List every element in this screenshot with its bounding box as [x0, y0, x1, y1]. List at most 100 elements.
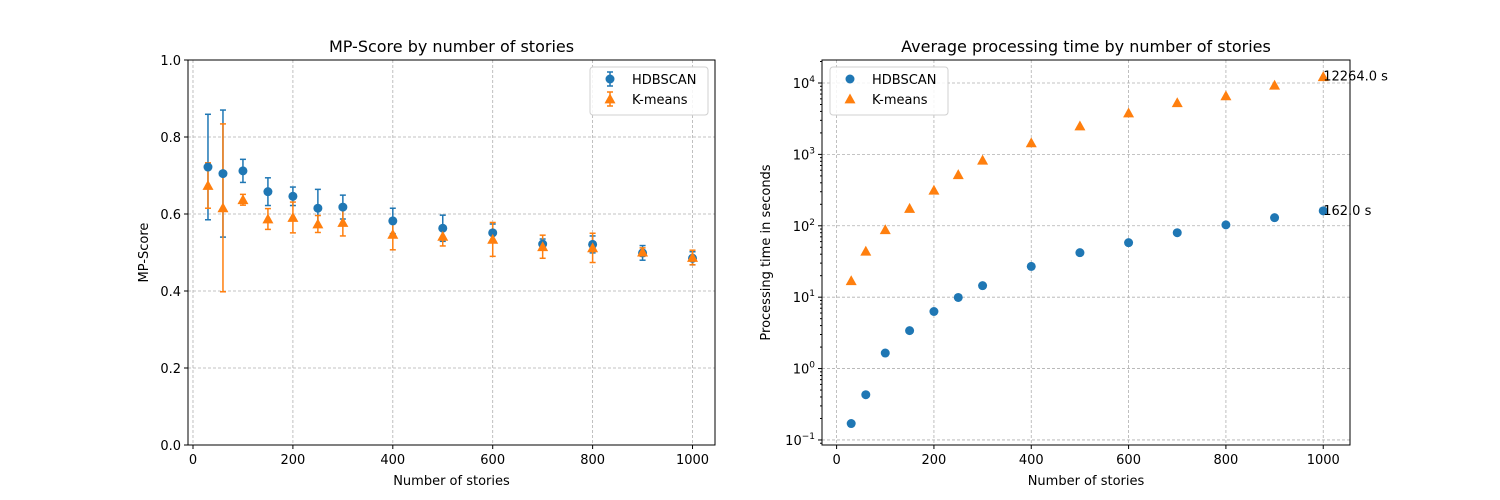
data-point-k-means	[637, 246, 649, 257]
x-axis-label: Number of stories	[393, 474, 510, 489]
data-point-hdbscan	[861, 390, 871, 400]
data-point-hdbscan	[438, 223, 448, 233]
y-tick-label: 1.0	[160, 54, 181, 69]
data-point-hdbscan	[1318, 206, 1328, 216]
x-axis-label: Number of stories	[1028, 474, 1145, 489]
data-point-k-means	[1171, 97, 1183, 108]
y-axis-label: MP-Score	[137, 223, 152, 283]
data-point-k-means	[845, 275, 857, 286]
legend-marker	[604, 93, 616, 104]
y-tick-base: 10	[793, 363, 810, 378]
data-point-k-means	[287, 211, 299, 222]
y-tick-label: 0.6	[160, 208, 181, 223]
data-point-k-means	[387, 228, 399, 239]
x-tick-label: 600	[480, 453, 505, 468]
data-point-k-means	[1269, 79, 1281, 90]
data-point-k-means	[337, 216, 349, 227]
y-tick-exponent: 3	[809, 146, 815, 156]
data-point-hdbscan	[338, 202, 348, 212]
x-tick-label: 800	[1213, 453, 1238, 468]
data-point-k-means	[1220, 90, 1232, 101]
y-tick-label: 0.4	[160, 285, 181, 300]
y-tick-base: 10	[793, 220, 810, 235]
y-tick-label: 102	[793, 218, 815, 235]
y-tick-base: 10	[793, 148, 810, 163]
data-point-k-means	[860, 245, 872, 256]
data-point-hdbscan	[218, 169, 228, 179]
data-point-k-means	[952, 169, 964, 180]
data-point-k-means	[487, 233, 499, 244]
data-point-hdbscan	[388, 216, 398, 226]
y-tick-label: 103	[793, 146, 815, 163]
data-point-k-means	[237, 194, 249, 205]
data-point-hdbscan	[488, 228, 498, 238]
y-tick-base: 10	[793, 291, 810, 306]
data-point-hdbscan	[880, 348, 890, 358]
legend-label: HDBSCAN	[632, 73, 696, 88]
data-point-hdbscan	[905, 326, 915, 336]
data-point-hdbscan	[1172, 228, 1182, 238]
data-point-hdbscan	[288, 191, 298, 201]
y-tick-base: 10	[793, 77, 810, 92]
data-point-hdbscan	[1124, 238, 1134, 248]
y-tick-label: 0.8	[160, 131, 181, 146]
x-tick-label: 1000	[1307, 453, 1340, 468]
legend-marker	[844, 93, 856, 104]
data-point-hdbscan	[1221, 220, 1231, 230]
chart-title: MP-Score by number of stories	[329, 37, 574, 56]
data-point-k-means	[262, 213, 274, 224]
y-tick-label: 104	[793, 75, 816, 92]
x-tick-label: 1000	[676, 453, 709, 468]
data-point-hdbscan	[1270, 213, 1280, 223]
data-point-k-means	[217, 202, 229, 213]
y-tick-exponent: −1	[802, 432, 815, 442]
data-point-hdbscan	[238, 166, 248, 176]
data-point-k-means	[587, 242, 599, 253]
data-point-hdbscan	[929, 307, 939, 317]
data-point-k-means	[1025, 137, 1037, 148]
data-point-k-means	[1123, 107, 1135, 118]
x-tick-label: 400	[1019, 453, 1044, 468]
data-point-hdbscan	[313, 203, 323, 213]
y-tick-label: 0.2	[160, 362, 181, 377]
plot-frame	[821, 59, 1351, 446]
data-point-hdbscan	[953, 292, 963, 302]
y-tick-label: 10−1	[785, 432, 815, 449]
data-point-k-means	[904, 202, 916, 213]
legend-label: HDBSCAN	[872, 73, 936, 88]
data-point-hdbscan	[263, 187, 273, 197]
data-point-k-means	[312, 218, 324, 229]
x-tick-label: 0	[832, 453, 840, 468]
data-point-k-means	[437, 230, 449, 241]
x-tick-label: 600	[1116, 453, 1141, 468]
x-tick-label: 200	[922, 453, 947, 468]
data-point-k-means	[879, 224, 891, 235]
y-tick-label: 101	[793, 289, 815, 306]
data-point-hdbscan	[203, 162, 213, 172]
data-point-hdbscan	[1026, 261, 1036, 271]
x-tick-label: 200	[280, 453, 305, 468]
data-point-hdbscan	[846, 419, 856, 429]
data-point-k-means	[977, 154, 989, 165]
y-tick-exponent: 1	[809, 289, 815, 299]
x-tick-label: 0	[189, 453, 197, 468]
y-tick-exponent: 4	[809, 75, 815, 85]
plot-frame	[187, 59, 716, 446]
data-point-hdbscan	[978, 281, 988, 291]
point-annotation: 162.0 s	[1323, 204, 1371, 219]
y-axis-label: Processing time in seconds	[759, 164, 774, 340]
legend-label: K-means	[632, 93, 688, 108]
data-point-k-means	[1074, 120, 1086, 131]
legend-box	[829, 66, 949, 116]
data-point-k-means	[1317, 71, 1329, 82]
y-tick-label: 0.0	[160, 439, 181, 454]
legend-label: K-means	[872, 93, 928, 108]
data-point-k-means	[928, 184, 940, 195]
y-tick-exponent: 0	[809, 361, 815, 371]
x-tick-label: 800	[580, 453, 605, 468]
chart-title: Average processing time by number of sto…	[901, 37, 1271, 56]
x-tick-label: 400	[380, 453, 405, 468]
y-tick-exponent: 2	[809, 218, 815, 228]
